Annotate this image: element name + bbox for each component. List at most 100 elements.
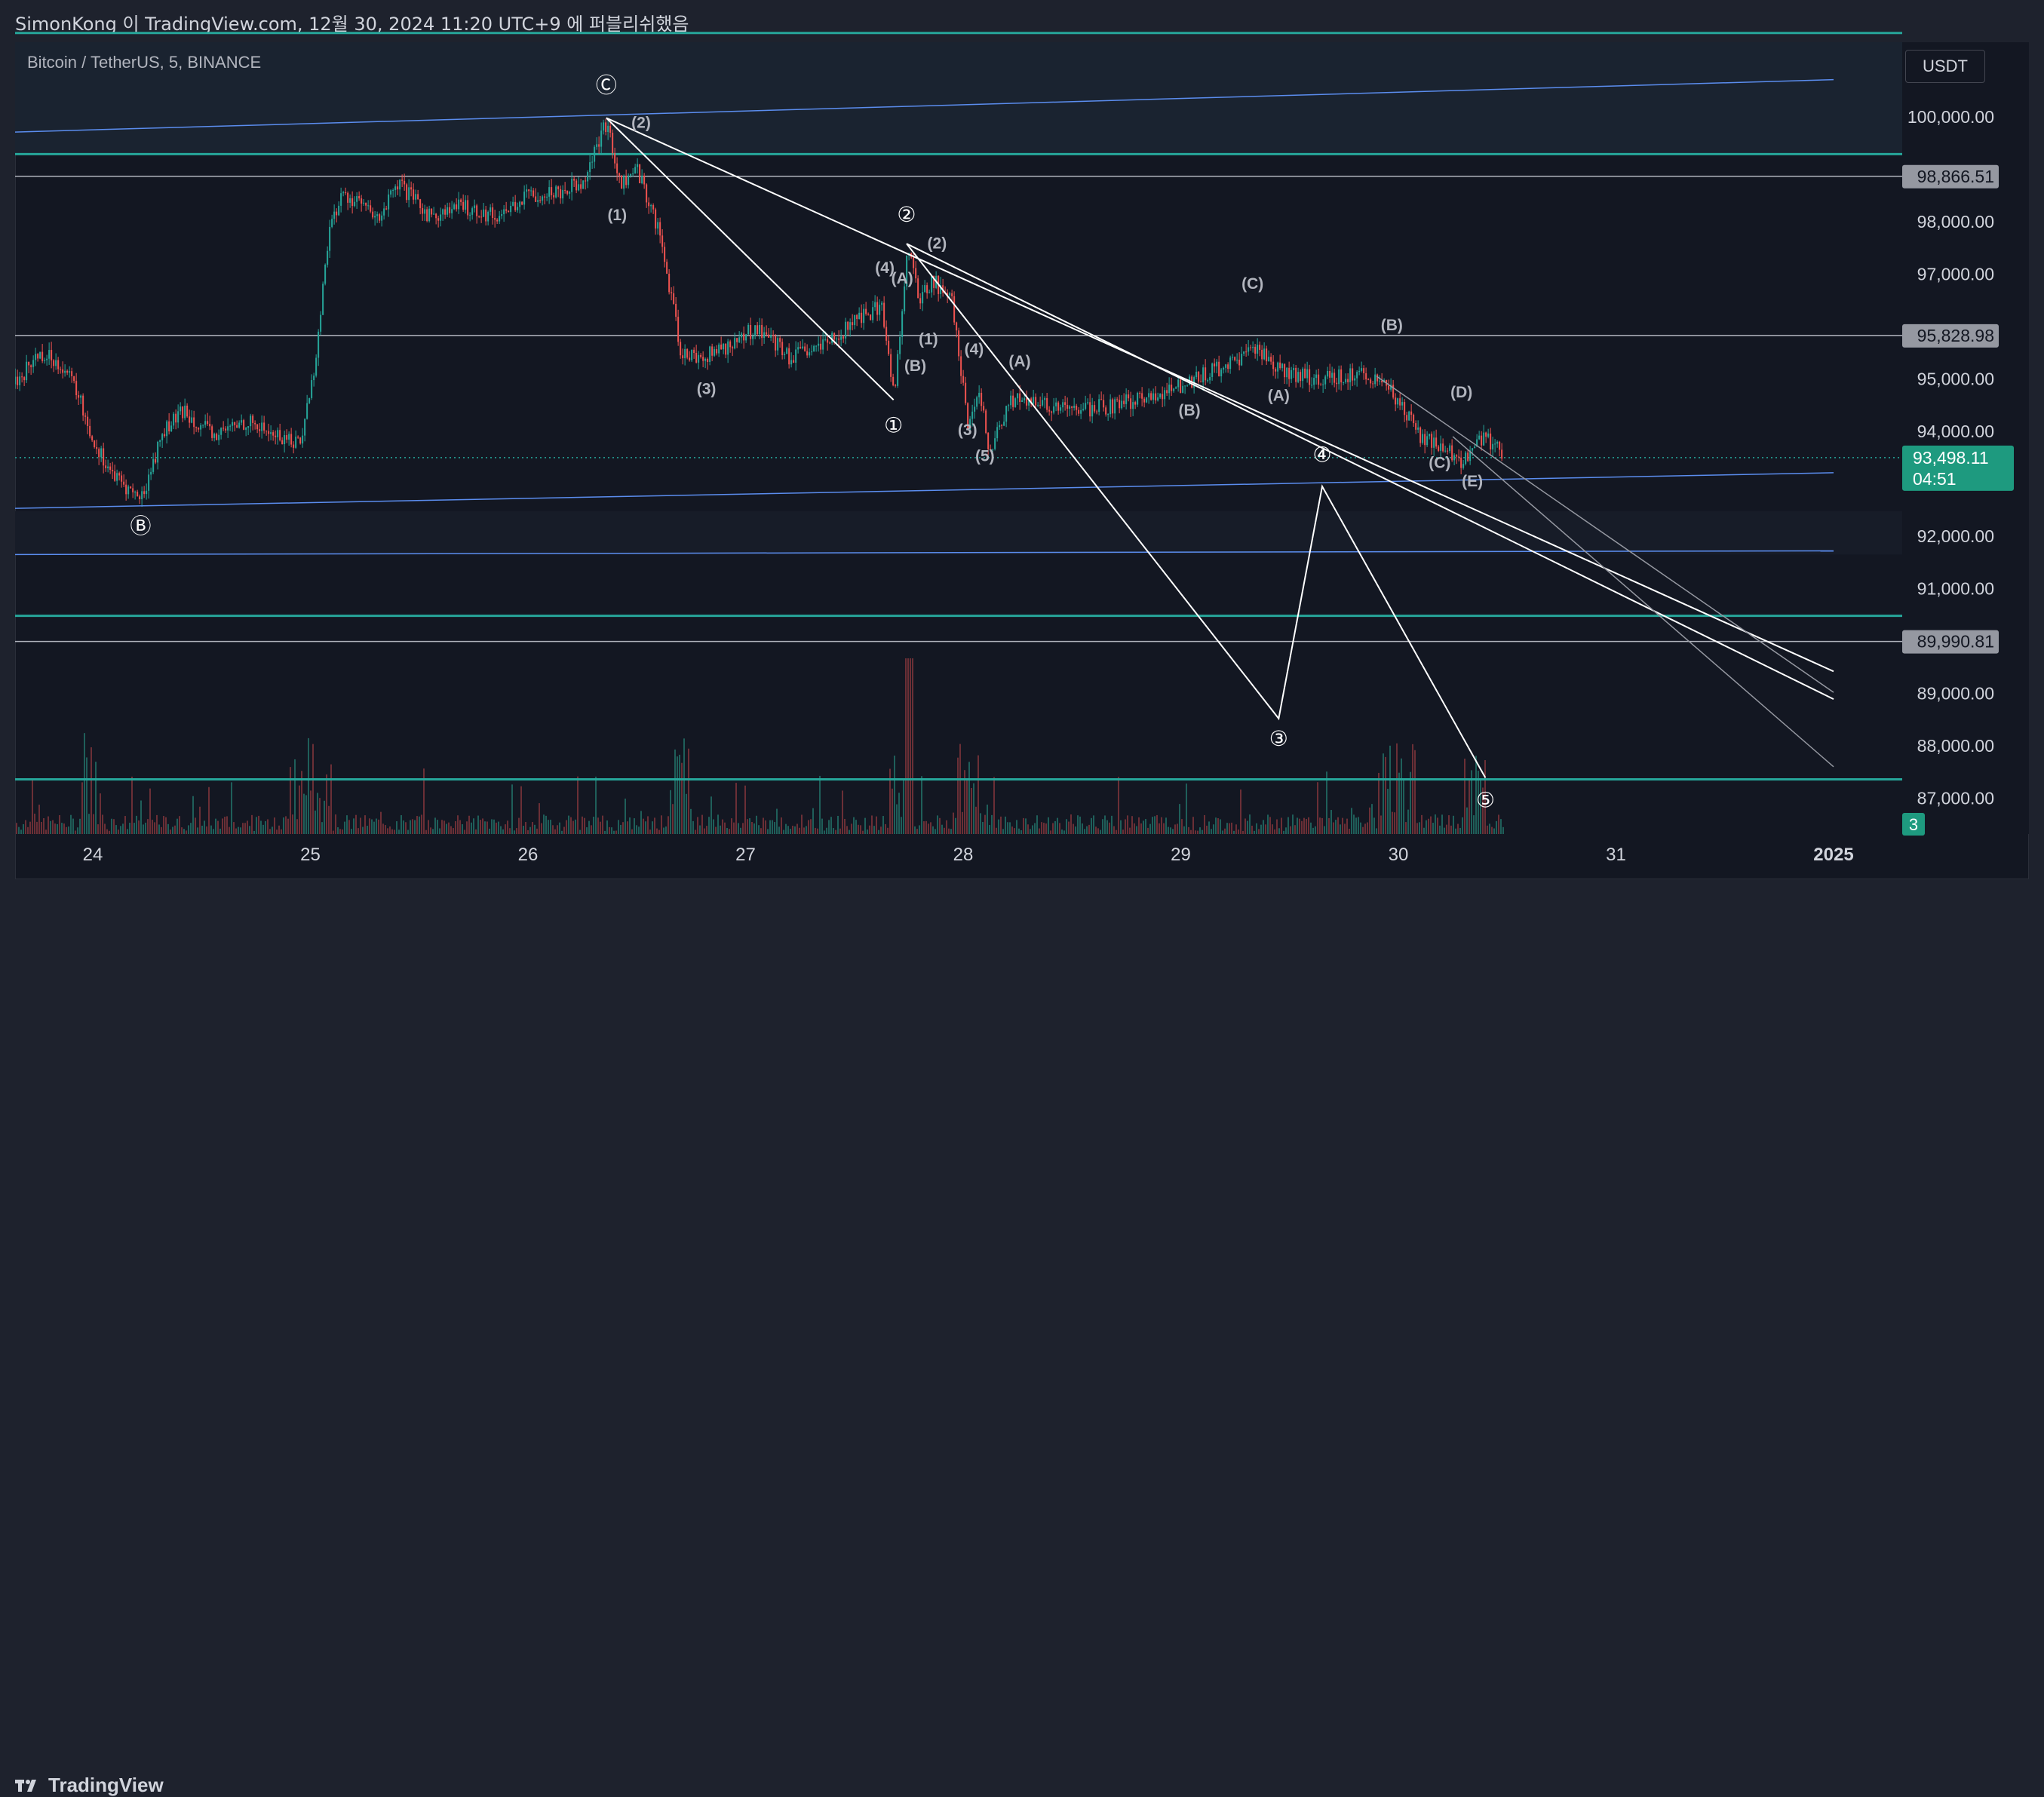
volume-bar [1220,819,1221,834]
candle-body [428,208,431,222]
white-trend-line[interactable] [606,117,895,401]
white-trend-line[interactable] [906,243,1834,701]
candle-body [646,184,648,203]
candle-body [381,215,383,221]
volume-bar [486,821,488,834]
price-tag-label: 89,990.81 [1917,632,1994,652]
volume-bar [1396,743,1398,834]
volume-bar [692,820,694,834]
candle-body [440,214,442,221]
candle-body [1085,403,1087,409]
volume-bar [1419,822,1420,834]
volume-bar [916,829,918,834]
wave-label: (D) [1450,384,1472,401]
candle-body [313,376,315,381]
volume-bar [1127,815,1128,834]
volume-bar [1020,830,1022,834]
wave-projection-path[interactable] [906,243,1487,778]
candle-body [1374,374,1376,385]
candle-body [324,265,327,284]
candle-body [501,214,503,216]
candle-body [614,153,616,164]
volume-bar [1249,814,1251,834]
volume-bar [1002,829,1004,834]
candle-body [213,434,216,438]
blue-trend-line[interactable] [14,550,1834,556]
candle-body [1105,407,1107,415]
volume-bar [1459,827,1461,834]
volume-bar [973,783,974,834]
volume-bar [88,814,90,834]
volume-bar [968,762,970,834]
volume-bar [957,757,959,834]
volume-bar [638,826,640,834]
candle-body [193,417,195,428]
candle-body [1419,427,1422,443]
chart-pane[interactable] [15,42,2029,879]
volume-bar [389,826,391,834]
candle-body [1071,406,1073,408]
candle-body [338,205,340,216]
candle-body [1408,411,1410,421]
candle-body [1453,455,1456,461]
volume-bar [120,826,121,834]
volume-bar [516,828,517,834]
volume-bar [715,826,717,834]
volume-bar [971,787,972,834]
volume-bar [258,815,259,834]
volume-bar [1000,816,1002,834]
volume-bar [1061,830,1063,834]
candle-body [331,219,333,227]
volume-bar [1394,812,1395,834]
candle-body [1275,369,1277,372]
wedge-line[interactable] [1452,436,1834,768]
chart-canvas[interactable]: Ⓒ Ⓑ ② ① ③ ④ ⑤ (1) (2) (3) (4) (2) (A) (B) (1) (4) (3) (5)… [0,0,2044,934]
candle-body [711,346,714,356]
tradingview-logo[interactable]: TradingView [15,1774,164,1797]
candle-body [1379,380,1381,382]
candle-body [1225,364,1227,368]
volume-bar [901,817,902,834]
volume-bar [124,816,126,834]
volume-bar [801,814,803,834]
candle-body [641,175,643,184]
volume-bar [1423,827,1425,834]
candle-body [211,426,213,438]
blue-trend-line[interactable] [14,472,1834,509]
volume-bar [45,830,47,834]
candle-body [809,352,811,356]
volume-bar [668,816,669,834]
volume-bar [224,816,226,834]
wave-label: (B) [1381,317,1403,334]
volume-bar [860,825,861,834]
candle-body [191,417,193,423]
volume-bar [1007,822,1008,834]
candle-body [693,349,695,353]
volume-bar [959,744,961,834]
candle-body [519,201,521,207]
candle-body [702,357,704,361]
volume-bar [1315,826,1316,834]
volume-bar [738,823,739,834]
white-trend-line[interactable] [606,117,1834,673]
candle-body [483,209,485,217]
candle-body [157,441,159,463]
candle-body [598,144,600,147]
candle-body [374,216,376,218]
volume-bar [593,816,594,834]
candle-body [394,186,397,190]
wedge-line[interactable] [1376,376,1834,693]
currency-selector[interactable]: USDT [1905,50,1985,83]
candle-body [487,211,490,222]
blue-trend-line[interactable] [14,78,1834,133]
volume-bar [143,824,144,834]
candle-body [363,202,365,204]
candle-body [1216,361,1218,366]
candle-body [499,216,501,222]
candle-body [19,376,21,385]
volume-bar [1154,816,1156,834]
candle-body [1492,443,1494,450]
candle-body [1134,402,1137,405]
candle-body [1220,370,1223,377]
volume-bar [102,814,103,834]
